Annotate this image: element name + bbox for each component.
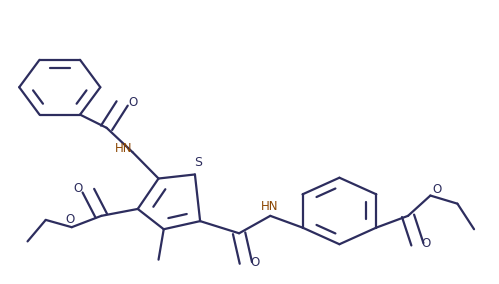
Text: HN: HN xyxy=(114,142,132,155)
Text: O: O xyxy=(421,237,430,250)
Text: O: O xyxy=(433,183,442,196)
Text: O: O xyxy=(250,256,259,269)
Text: O: O xyxy=(65,213,75,225)
Text: O: O xyxy=(128,96,137,109)
Text: O: O xyxy=(73,182,83,195)
Text: HN: HN xyxy=(261,201,278,213)
Text: S: S xyxy=(195,156,203,169)
